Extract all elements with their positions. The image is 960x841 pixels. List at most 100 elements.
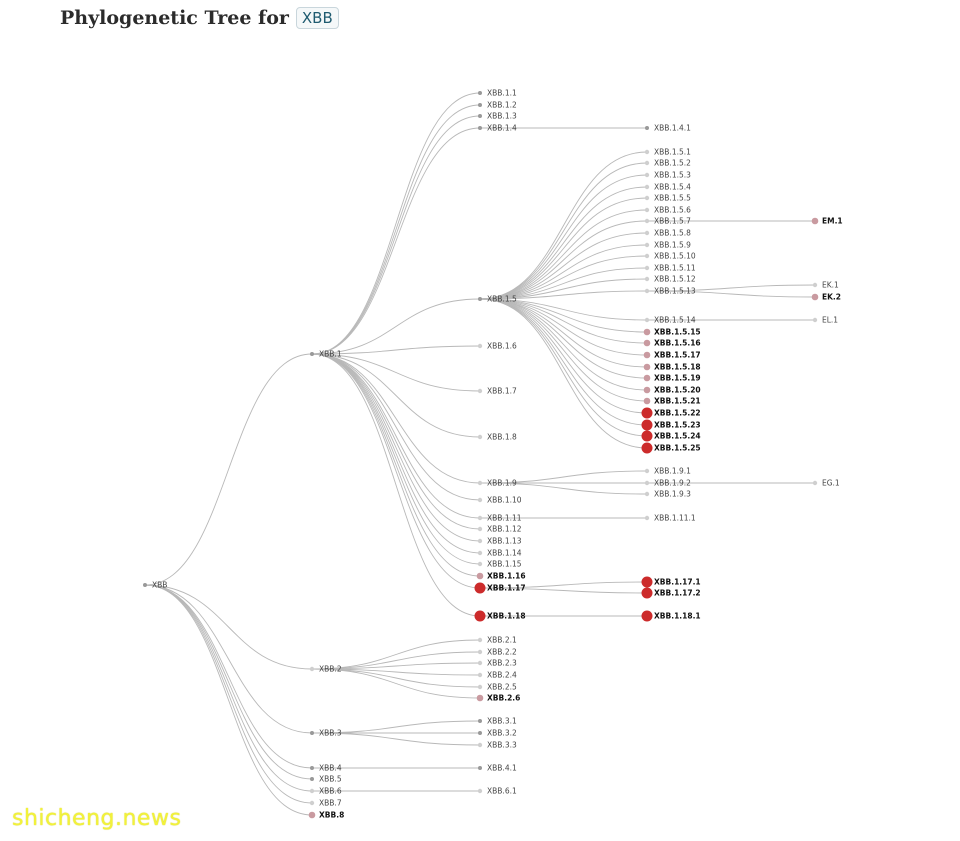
node-xbb-1-5-19[interactable] xyxy=(643,374,651,382)
label-xbb-2-3[interactable]: XBB.2.3 xyxy=(487,659,517,668)
node-xbb-1-18[interactable] xyxy=(474,610,486,622)
node-xbb-1-11[interactable] xyxy=(477,515,483,521)
label-xbb-2-1[interactable]: XBB.2.1 xyxy=(487,636,517,645)
label-xbb-1-2[interactable]: XBB.1.2 xyxy=(487,101,517,110)
node-xbb-1-5-11[interactable] xyxy=(644,265,650,271)
label-xbb-1-10[interactable]: XBB.1.10 xyxy=(487,496,522,505)
node-xbb-1-13[interactable] xyxy=(477,538,483,544)
label-xbb-1-5-12[interactable]: XBB.1.5.12 xyxy=(654,275,696,284)
node-xbb-1-5-18[interactable] xyxy=(643,363,651,371)
label-xbb-1-5-15[interactable]: XBB.1.5.15 xyxy=(654,328,701,337)
label-xbb-1-9-3[interactable]: XBB.1.9.3 xyxy=(654,490,691,499)
node-xbb-2-3[interactable] xyxy=(477,660,483,666)
label-ek-2[interactable]: EK.2 xyxy=(822,293,841,302)
label-xbb-5[interactable]: XBB.5 xyxy=(319,775,342,784)
label-xbb-1-5-1[interactable]: XBB.1.5.1 xyxy=(654,148,691,157)
node-xbb-1-5-10[interactable] xyxy=(644,253,650,259)
node-xbb-1-17[interactable] xyxy=(474,582,486,594)
label-xbb-1-4[interactable]: XBB.1.4 xyxy=(487,124,517,133)
label-xbb-1-9-2[interactable]: XBB.1.9.2 xyxy=(654,479,691,488)
label-xbb-1-5-11[interactable]: XBB.1.5.11 xyxy=(654,264,696,273)
label-xbb-2-6[interactable]: XBB.2.6 xyxy=(487,694,520,703)
label-xbb-1-7[interactable]: XBB.1.7 xyxy=(487,387,517,396)
node-xbb-1-5-21[interactable] xyxy=(643,397,651,405)
node-xbb-3-1[interactable] xyxy=(478,719,482,723)
node-xbb-1-5-23[interactable] xyxy=(641,419,653,431)
label-xbb-4-1[interactable]: XBB.4.1 xyxy=(487,764,517,773)
node-xbb-1-5-5[interactable] xyxy=(644,195,650,201)
node-xbb-1-4-1[interactable] xyxy=(645,126,649,130)
label-xbb-1-5-10[interactable]: XBB.1.5.10 xyxy=(654,252,696,261)
node-xbb-1-16[interactable] xyxy=(476,572,484,580)
label-xbb-1-11[interactable]: XBB.1.11 xyxy=(487,514,522,523)
node-xbb-8[interactable] xyxy=(308,811,316,819)
label-xbb-6[interactable]: XBB.6 xyxy=(319,787,342,796)
node-xbb-1-15[interactable] xyxy=(477,561,483,567)
label-xbb-1-5-13[interactable]: XBB.1.5.13 xyxy=(654,287,696,296)
node-xbb-2-6[interactable] xyxy=(476,694,484,702)
label-xbb-1-5-24[interactable]: XBB.1.5.24 xyxy=(654,432,701,441)
node-xbb-2-2[interactable] xyxy=(477,649,483,655)
label-xbb-1-3[interactable]: XBB.1.3 xyxy=(487,112,517,121)
label-xbb-1-4-1[interactable]: XBB.1.4.1 xyxy=(654,124,691,133)
node-xbb[interactable] xyxy=(143,583,147,587)
label-xbb-2-2[interactable]: XBB.2.2 xyxy=(487,648,517,657)
node-xbb-1-5-12[interactable] xyxy=(644,276,650,282)
label-xbb-7[interactable]: XBB.7 xyxy=(319,799,342,808)
node-xbb-1-5-16[interactable] xyxy=(643,339,651,347)
label-xbb-1[interactable]: XBB.1 xyxy=(319,350,342,359)
node-xbb-1-5-9[interactable] xyxy=(644,242,650,248)
node-xbb-4[interactable] xyxy=(310,766,314,770)
label-xbb-1-16[interactable]: XBB.1.16 xyxy=(487,572,526,581)
label-xbb-1-12[interactable]: XBB.1.12 xyxy=(487,525,522,534)
label-xbb-1-5-25[interactable]: XBB.1.5.25 xyxy=(654,444,701,453)
label-xbb-2[interactable]: XBB.2 xyxy=(319,665,342,674)
node-xbb-3-2[interactable] xyxy=(478,731,482,735)
node-xbb-1-9[interactable] xyxy=(477,480,483,486)
node-xbb-7[interactable] xyxy=(309,800,315,806)
label-xbb-3-3[interactable]: XBB.3.3 xyxy=(487,741,517,750)
label-xbb-1-5-7[interactable]: XBB.1.5.7 xyxy=(654,217,691,226)
label-xbb-1-5-19[interactable]: XBB.1.5.19 xyxy=(654,374,701,383)
node-xbb-1-5-17[interactable] xyxy=(643,351,651,359)
label-xbb-1-5-8[interactable]: XBB.1.5.8 xyxy=(654,229,691,238)
node-xbb-1[interactable] xyxy=(310,352,314,356)
label-xbb-1-5-20[interactable]: XBB.1.5.20 xyxy=(654,386,701,395)
label-em-1[interactable]: EM.1 xyxy=(822,217,843,226)
label-xbb-1-5-5[interactable]: XBB.1.5.5 xyxy=(654,194,691,203)
label-xbb-6-1[interactable]: XBB.6.1 xyxy=(487,787,517,796)
node-xbb-1-5-1[interactable] xyxy=(644,149,650,155)
node-xbb-1-17-1[interactable] xyxy=(641,576,653,588)
node-xbb-6-1[interactable] xyxy=(477,788,483,794)
node-xbb-1-5-15[interactable] xyxy=(643,328,651,336)
node-xbb-2[interactable] xyxy=(309,666,315,672)
node-xbb-1-5-7[interactable] xyxy=(644,218,650,224)
label-xbb-1-17-1[interactable]: XBB.1.17.1 xyxy=(654,578,701,587)
node-xbb-1-5-22[interactable] xyxy=(641,407,653,419)
label-xbb-1-13[interactable]: XBB.1.13 xyxy=(487,537,522,546)
label-xbb-1-9-1[interactable]: XBB.1.9.1 xyxy=(654,467,691,476)
label-xbb-1-5-22[interactable]: XBB.1.5.22 xyxy=(654,409,701,418)
label-xbb-1-9[interactable]: XBB.1.9 xyxy=(487,479,517,488)
node-xbb-1-9-3[interactable] xyxy=(644,491,650,497)
node-xbb-4-1[interactable] xyxy=(478,766,482,770)
node-xbb-1-5-13[interactable] xyxy=(644,288,650,294)
node-xbb-1-5[interactable] xyxy=(478,297,482,301)
node-xbb-1-7[interactable] xyxy=(477,388,483,394)
label-xbb-3[interactable]: XBB.3 xyxy=(319,729,342,738)
label-xbb-2-4[interactable]: XBB.2.4 xyxy=(487,671,517,680)
label-eg-1[interactable]: EG.1 xyxy=(822,479,840,488)
node-xbb-1-11-1[interactable] xyxy=(644,515,650,521)
node-xbb-1-5-6[interactable] xyxy=(644,207,650,213)
label-el-1[interactable]: EL.1 xyxy=(822,316,838,325)
node-xbb-1-10[interactable] xyxy=(477,497,483,503)
node-xbb-2-5[interactable] xyxy=(477,684,483,690)
node-xbb-1-5-4[interactable] xyxy=(644,184,650,190)
lineage-tag[interactable]: XBB xyxy=(295,7,339,29)
node-eg-1[interactable] xyxy=(812,480,818,486)
label-xbb-1-5-2[interactable]: XBB.1.5.2 xyxy=(654,159,691,168)
node-xbb-1-18-1[interactable] xyxy=(641,610,653,622)
node-xbb-1-4[interactable] xyxy=(478,126,482,130)
node-xbb-1-6[interactable] xyxy=(477,343,483,349)
label-xbb-1-6[interactable]: XBB.1.6 xyxy=(487,342,517,351)
